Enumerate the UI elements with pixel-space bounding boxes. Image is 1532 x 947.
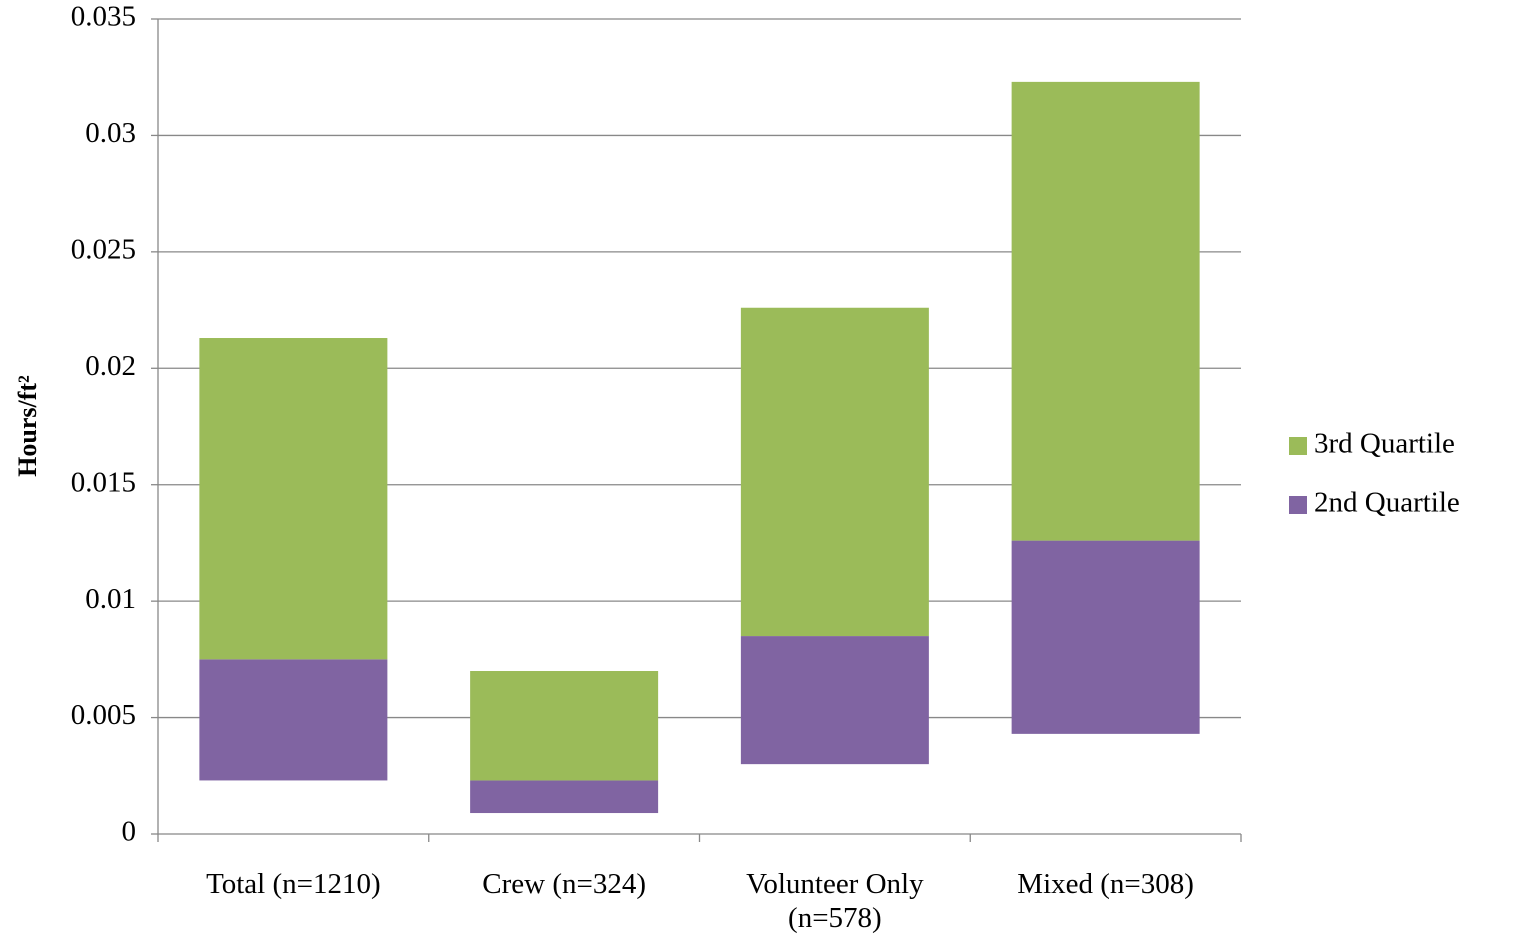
legend-swatch <box>1289 437 1307 455</box>
y-tick-label: 0.035 <box>71 1 136 33</box>
bar-segment <box>740 307 929 637</box>
x-tick-label: Mixed (n=308) <box>1017 868 1194 900</box>
bar-segment <box>199 659 388 781</box>
y-tick-label: 0 <box>122 816 137 848</box>
base-offset <box>741 764 929 834</box>
y-tick-label: 0.025 <box>71 234 136 266</box>
bar-segment <box>1011 81 1200 541</box>
legend-label: 2nd Quartile <box>1314 487 1460 519</box>
y-tick-label: 0.01 <box>85 583 136 615</box>
bar-segment <box>199 338 388 660</box>
legend-swatch <box>1289 496 1307 514</box>
y-tick-label: 0.02 <box>85 350 136 382</box>
base-offset <box>199 780 387 834</box>
base-offset <box>470 813 658 834</box>
bar-segment <box>1011 540 1200 734</box>
y-tick-label: 0.015 <box>71 466 136 498</box>
bar-segment <box>470 671 659 781</box>
x-tick-label: Total (n=1210) <box>206 868 381 900</box>
bar-segment <box>740 636 929 765</box>
x-tick-label: Crew (n=324) <box>482 868 646 900</box>
y-axis-label: Hours/ft² <box>13 375 42 477</box>
x-tick-label: Volunteer Only (n=578) <box>746 868 924 934</box>
y-tick-label: 0.03 <box>85 117 136 149</box>
legend-label: 3rd Quartile <box>1314 428 1455 460</box>
bar-segment <box>470 780 659 814</box>
base-offset <box>1012 734 1200 834</box>
y-tick-label: 0.005 <box>71 699 136 731</box>
